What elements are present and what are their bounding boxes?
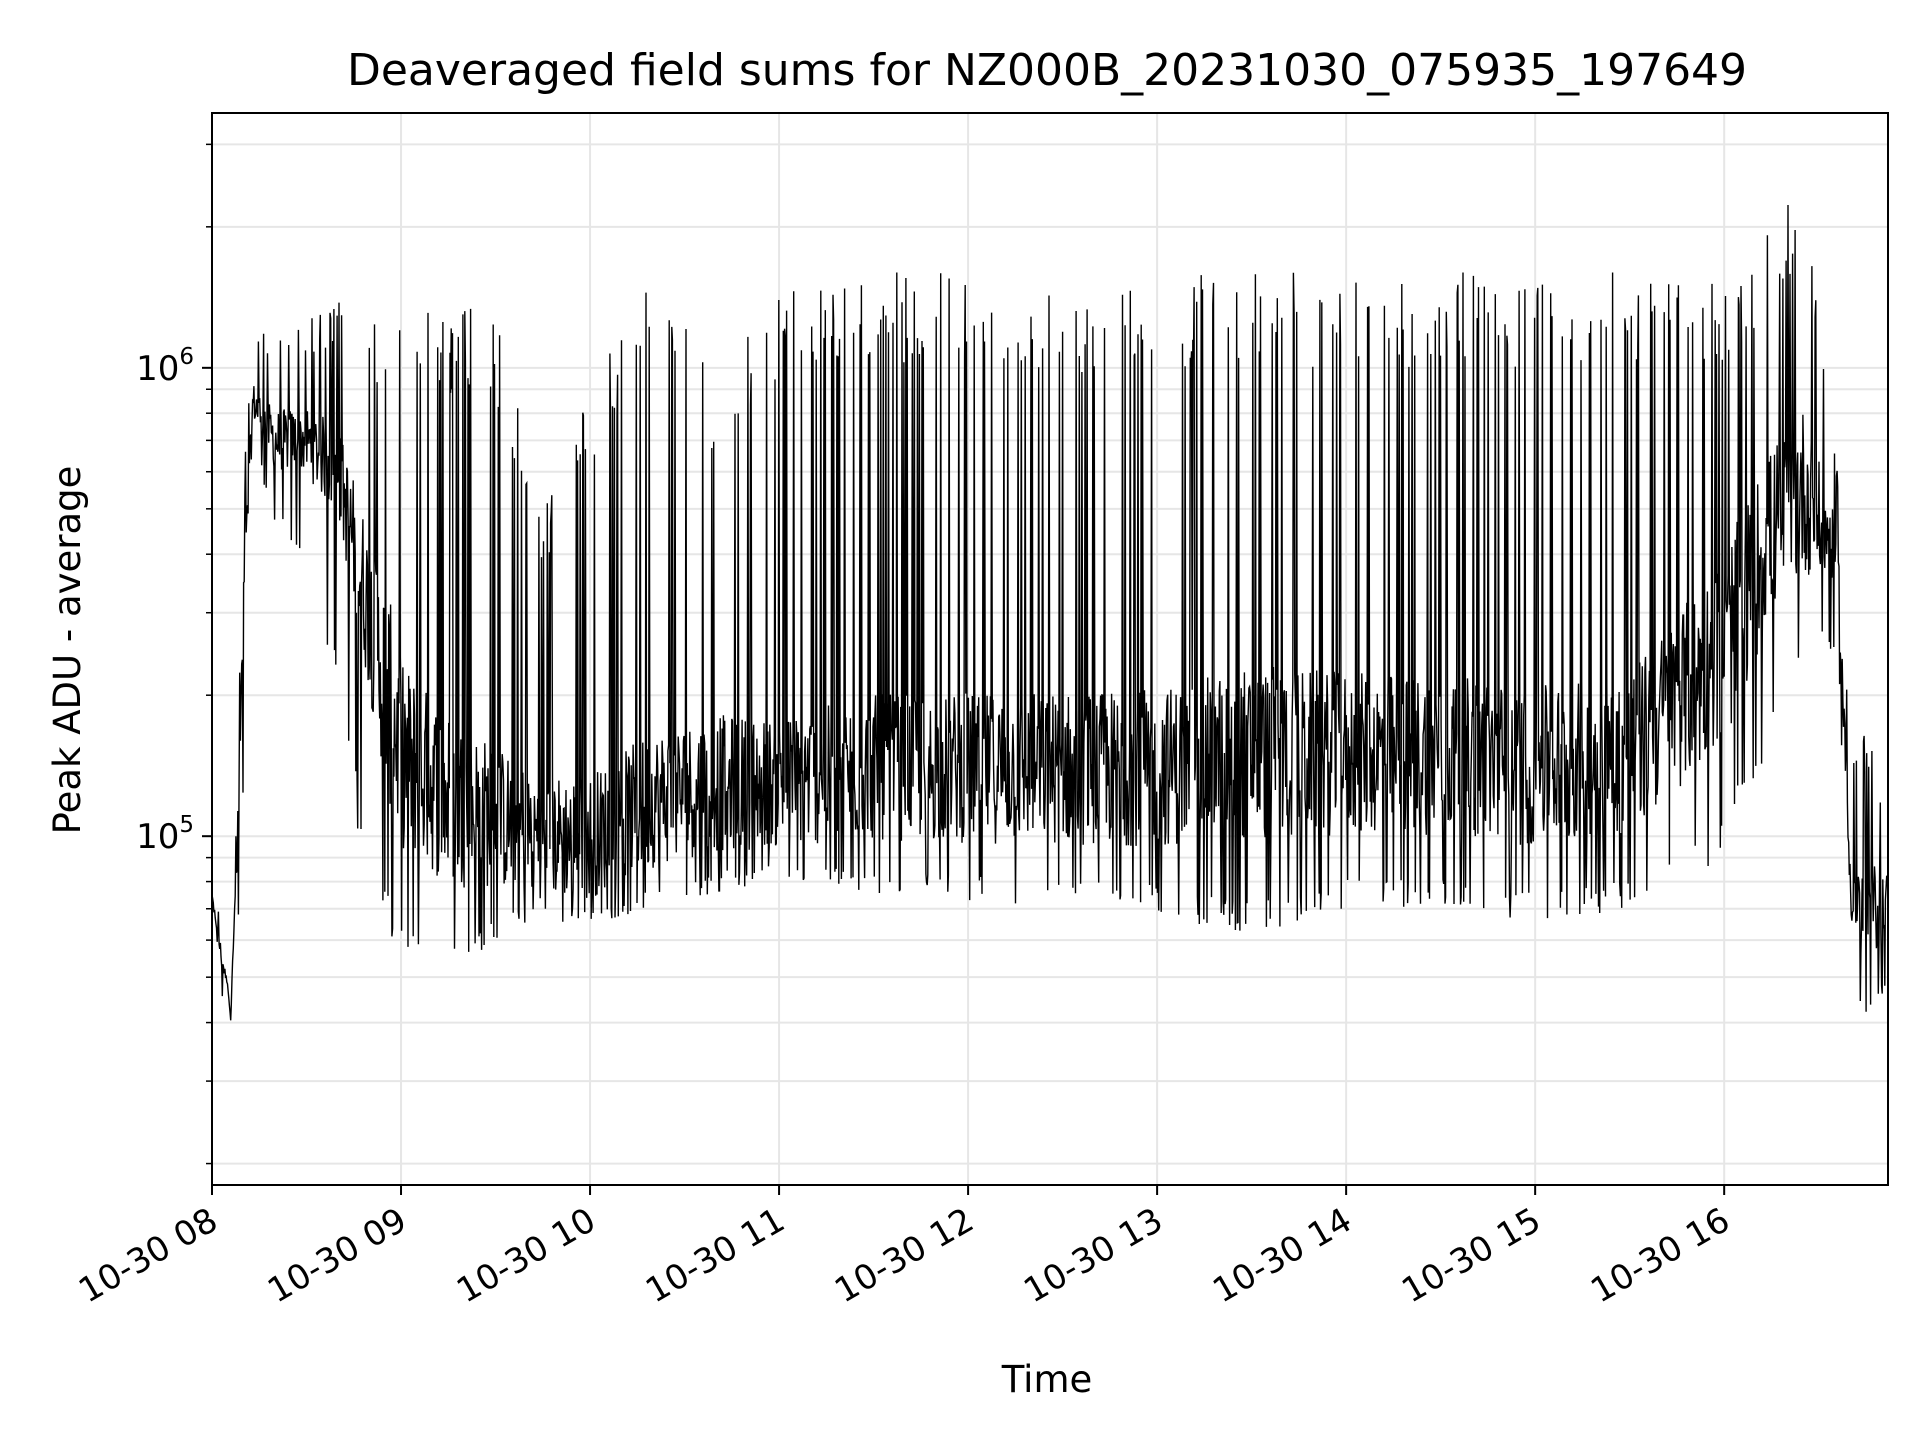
y-tick-label: 106 [136,344,194,389]
y-tick-label: 105 [136,812,194,857]
chart-title: Deaveraged field sums for NZ000B_2023103… [347,45,1747,96]
series-line-path [211,204,1889,1021]
y-axis-label: Peak ADU - average [46,466,89,835]
plot-area-frame [211,112,1889,1186]
y-axis: 105 106 [136,143,212,1165]
data-series-line [211,204,1889,1021]
x-axis-label: Time [1001,1358,1093,1401]
grid-lines [211,113,1888,1185]
